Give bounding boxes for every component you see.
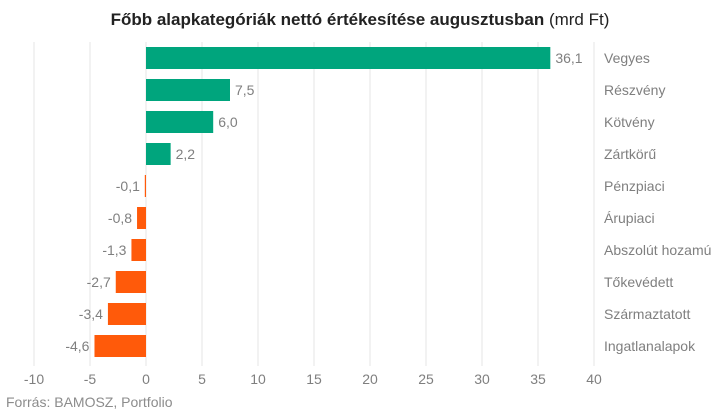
bar-7 (115, 271, 146, 293)
value-label-2: 6,0 (218, 114, 238, 130)
x-tick-label-0: -10 (24, 371, 44, 387)
x-tick-label-9: 35 (530, 371, 546, 387)
category-label-5: Árupiaci (604, 210, 655, 226)
category-label-4: Pénzpiaci (604, 178, 665, 194)
bar-9 (94, 335, 146, 357)
x-tick-label-6: 20 (362, 371, 378, 387)
x-tick-label-10: 40 (586, 371, 602, 387)
chart-title: Főbb alapkategóriák nettó értékesítése a… (0, 10, 720, 30)
bar-3 (146, 143, 171, 165)
x-tick-label-4: 10 (250, 371, 266, 387)
source-note: Forrás: BAMOSZ, Portfolio (6, 394, 173, 410)
category-label-9: Ingatlanalapok (604, 338, 696, 354)
x-tick-label-7: 25 (418, 371, 434, 387)
value-label-1: 7,5 (235, 82, 255, 98)
bar-0 (146, 47, 551, 69)
x-tick-label-2: 0 (142, 371, 150, 387)
bar-4 (144, 175, 146, 197)
value-label-9: -4,6 (65, 338, 89, 354)
value-label-3: 2,2 (176, 146, 196, 162)
category-label-0: Vegyes (604, 50, 650, 66)
chart-title-main: Főbb alapkategóriák nettó értékesítése a… (110, 10, 545, 29)
chart-title-unit: (mrd Ft) (548, 10, 610, 29)
value-label-4: -0,1 (116, 178, 140, 194)
bar-2 (146, 111, 214, 133)
x-tick-label-8: 30 (474, 371, 490, 387)
value-label-0: 36,1 (555, 50, 582, 66)
category-label-1: Részvény (604, 82, 665, 98)
bar-5 (137, 207, 146, 229)
category-label-3: Zártkörű (604, 146, 656, 162)
category-label-7: Tőkevédett (604, 274, 673, 290)
x-tick-label-5: 15 (306, 371, 322, 387)
x-tick-label-3: 5 (198, 371, 206, 387)
category-label-8: Származtatott (604, 306, 690, 322)
bar-8 (107, 303, 146, 325)
bar-6 (131, 239, 146, 261)
category-label-2: Kötvény (604, 114, 655, 130)
bar-1 (146, 79, 230, 101)
value-label-6: -1,3 (102, 242, 126, 258)
category-label-6: Abszolút hozamú (604, 242, 711, 258)
x-tick-label-1: -5 (84, 371, 97, 387)
value-label-5: -0,8 (108, 210, 132, 226)
value-label-7: -2,7 (87, 274, 111, 290)
value-label-8: -3,4 (79, 306, 103, 322)
